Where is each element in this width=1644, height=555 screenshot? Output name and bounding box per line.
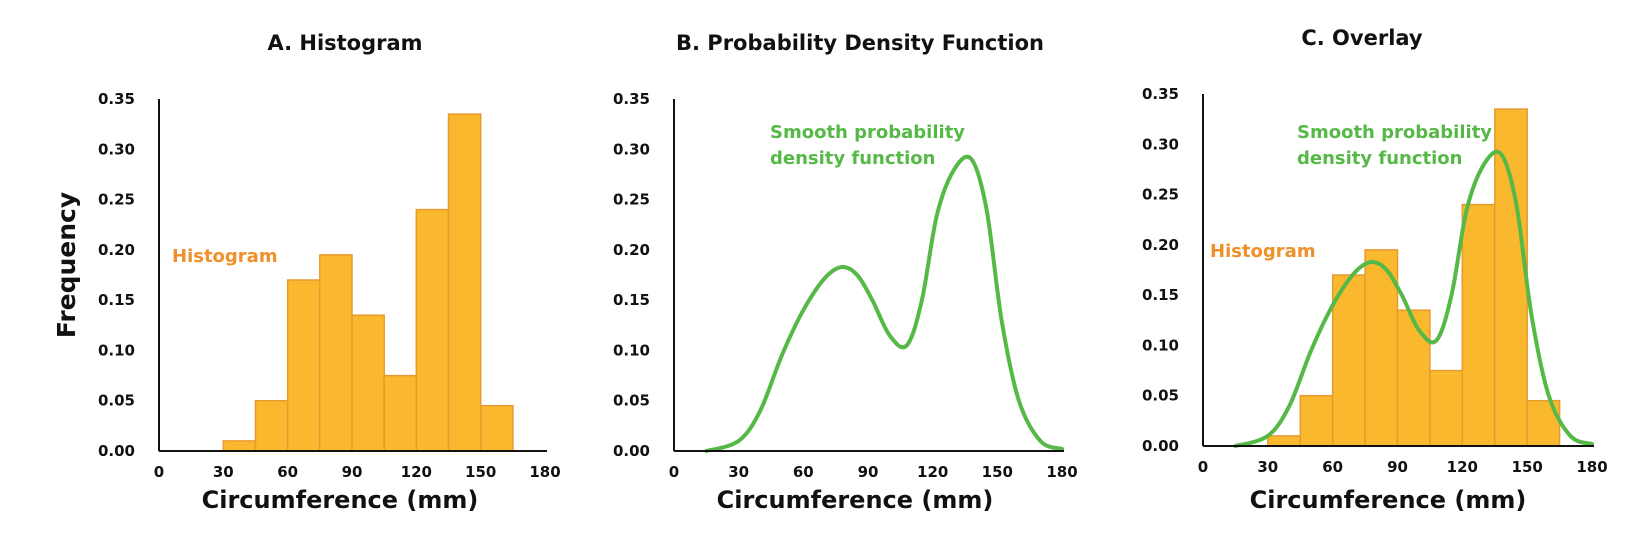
panel-a-bars [222, 113, 514, 452]
panel-c-y-tick-label: 0.15 [1142, 286, 1179, 304]
panel-c-density-curve [1233, 149, 1594, 448]
panel-a-bar-4 [351, 314, 385, 452]
panel-c-x-tick-label: 0 [1198, 458, 1208, 476]
panel-b-y-tick-label: 0.25 [613, 191, 650, 209]
panel-a-x-tick-label: 0 [154, 463, 164, 481]
panel-a-x-tick-label: 180 [529, 463, 560, 481]
panel-a-ticks: 0.00 0.05 0.10 0.15 0.20 0.25 0.30 0.35 0 30 60 90 1… [98, 90, 561, 481]
panel-c-bar-0 [1267, 435, 1301, 447]
panel-b-title: B. Probability Density Function [676, 31, 1044, 55]
panel-b-x-tick-label: 30 [728, 463, 749, 481]
panel-b: B. Probability Density Function 0.00 0.05… [613, 31, 1078, 514]
panel-b-y-tick-label: 0.00 [613, 442, 650, 460]
panel-b-y-tick-label: 0.10 [613, 341, 650, 359]
panel-b-x-tick-label: 60 [793, 463, 814, 481]
panel-c-y-tick-label: 0.20 [1142, 236, 1179, 254]
panel-a-x-tick-label: 150 [465, 463, 496, 481]
panel-c-title: C. Overlay [1301, 26, 1423, 50]
panel-b-ticks: 0.00 0.05 0.10 0.15 0.20 0.25 0.30 0.35 0 30 60 90 1… [613, 90, 1078, 481]
panel-c-x-tick-label: 60 [1322, 458, 1343, 476]
panel-a-bar-6 [415, 208, 450, 452]
panel-c-y-tick-label: 0.30 [1142, 135, 1179, 153]
panel-c-y-tick-label: 0.10 [1142, 336, 1179, 354]
panel-a-bar-8 [479, 404, 514, 452]
panel-c-x-tick-label: 150 [1512, 458, 1543, 476]
panel-a-bar-0 [222, 440, 257, 452]
panel-b-axes [673, 99, 1064, 452]
panel-c-density-annotation-line-2: density function [1297, 148, 1462, 169]
panel-c-y-tick-label: 0.00 [1142, 437, 1179, 455]
panel-a-x-tick-label: 60 [277, 463, 298, 481]
panel-b-y-tick-label: 0.15 [613, 291, 650, 309]
panel-b-x-axis-label: Circumference (mm) [717, 486, 994, 514]
shared-y-axis-label: Frequency [52, 192, 81, 338]
panel-a-y-tick-label: 0.10 [98, 341, 135, 359]
panel-b-lines [704, 154, 1064, 453]
panel-c-x-tick-label: 30 [1257, 458, 1278, 476]
panel-b-density-annotation-line-1: Smooth probability [770, 122, 965, 143]
panel-c-bar-1 [1299, 394, 1334, 447]
panel-b-x-tick-label: 90 [858, 463, 879, 481]
panel-a-title: A. Histogram [267, 31, 422, 55]
panel-a-y-tick-label: 0.25 [98, 191, 135, 209]
panel-a-axes [158, 99, 547, 452]
panel-a-x-tick-label: 120 [401, 463, 432, 481]
panel-c-density-annotation-line-1: Smooth probability [1297, 122, 1492, 143]
panel-a-bar-2 [286, 279, 321, 452]
panel-b-x-tick-label: 0 [669, 463, 679, 481]
panel-b-x-tick-label: 150 [982, 463, 1013, 481]
panel-c-bar-7 [1494, 108, 1528, 447]
panel-b-density-curve [704, 154, 1064, 453]
panel-c-x-axis-label: Circumference (mm) [1250, 486, 1527, 514]
panel-a-bar-5 [383, 374, 418, 452]
panel-c-y-tick-label: 0.25 [1142, 186, 1179, 204]
panel-b-y-tick-label: 0.20 [613, 241, 650, 259]
panel-a-x-tick-label: 30 [213, 463, 234, 481]
panel-a: A. Histogram 0.00 0.05 0.10 0.15 0.20 0.25 0.3… [98, 31, 561, 514]
panel-c-y-tick-label: 0.05 [1142, 387, 1179, 405]
panel-c-bar-6 [1461, 203, 1496, 447]
panel-b-x-tick-label: 180 [1046, 463, 1077, 481]
panel-c-lines [1233, 149, 1594, 448]
panel-c-x-tick-label: 120 [1447, 458, 1478, 476]
panel-a-x-axis-label: Circumference (mm) [202, 486, 479, 514]
panel-c-histogram-annotation: Histogram [1210, 241, 1316, 262]
panel-a-y-tick-label: 0.20 [98, 241, 135, 259]
panel-a-y-tick-label: 0.15 [98, 291, 135, 309]
panel-c-bar-5 [1429, 369, 1464, 447]
panel-c-bar-2 [1331, 274, 1366, 447]
panel-a-y-tick-label: 0.00 [98, 442, 135, 460]
panel-c: C. Overlay 0.000.050.100.150.200.250.300… [1142, 26, 1608, 514]
panel-b-y-tick-label: 0.35 [613, 90, 650, 108]
panel-a-bar-3 [319, 254, 353, 452]
panel-b-y-tick-label: 0.05 [613, 392, 650, 410]
panel-a-bar-7 [447, 113, 482, 452]
panel-c-y-tick-label: 0.35 [1142, 85, 1179, 103]
panel-a-y-tick-label: 0.35 [98, 90, 135, 108]
panel-c-axes [1202, 94, 1594, 447]
panel-a-x-tick-label: 90 [342, 463, 363, 481]
panel-c-x-tick-label: 90 [1387, 458, 1408, 476]
panel-b-x-tick-label: 120 [917, 463, 948, 481]
panel-a-histogram-annotation: Histogram [172, 246, 278, 267]
panel-b-density-annotation-line-2: density function [770, 148, 935, 169]
panel-a-bar-1 [254, 399, 289, 452]
panel-a-y-tick-label: 0.30 [98, 140, 135, 158]
panel-c-bar-3 [1364, 249, 1399, 447]
panel-c-bar-4 [1396, 309, 1431, 447]
panel-a-y-tick-label: 0.05 [98, 392, 135, 410]
panel-c-x-tick-label: 180 [1576, 458, 1607, 476]
panel-c-ticks: 0.00 0.05 0.10 0.15 0.20 0.25 0.30 0.35 0 30 60 90 1… [1142, 85, 1608, 476]
panel-b-y-tick-label: 0.30 [613, 140, 650, 158]
